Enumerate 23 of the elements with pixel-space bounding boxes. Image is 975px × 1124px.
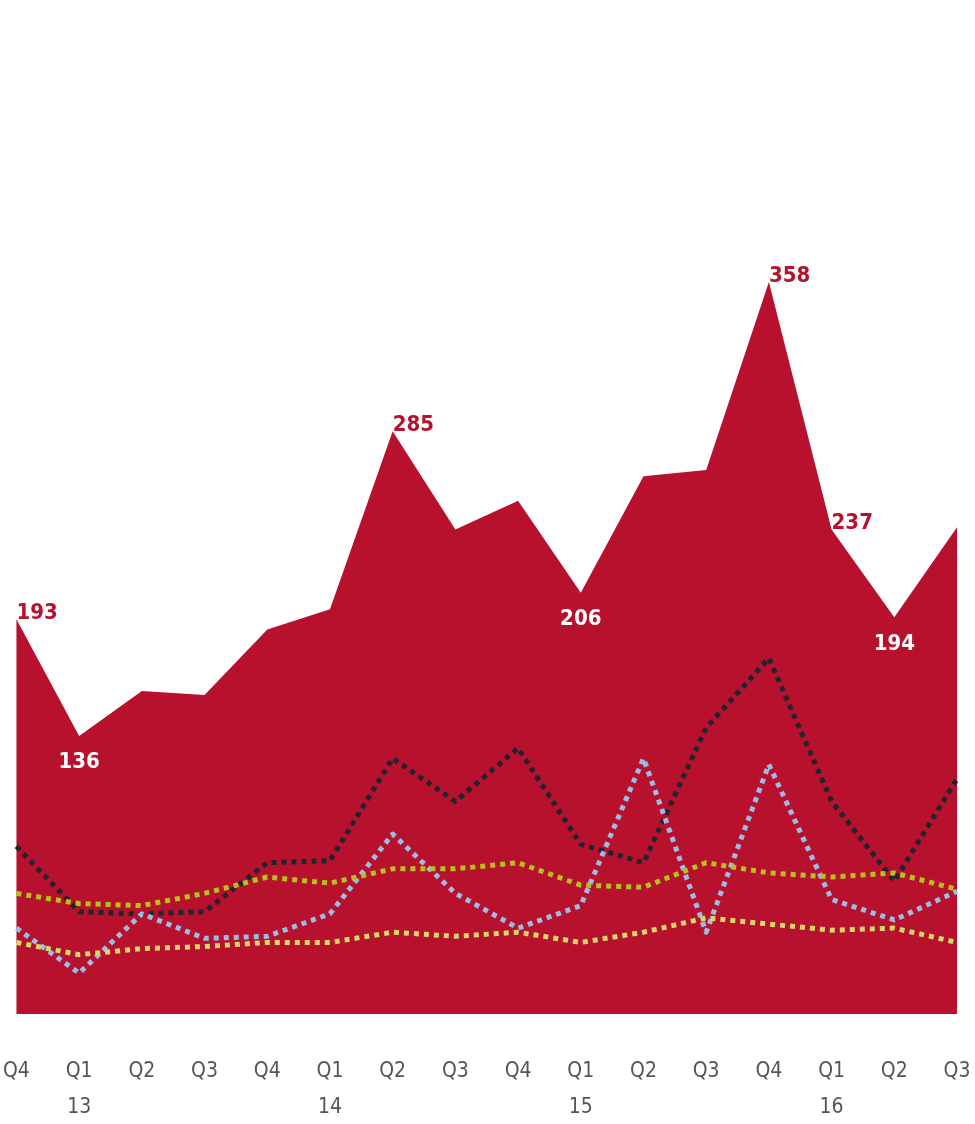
- x-tick-label: Q3: [191, 1058, 218, 1082]
- x-tick-label: Q3: [692, 1058, 720, 1082]
- data-label: 358: [768, 261, 811, 287]
- x-tick-label: Q3: [943, 1058, 971, 1082]
- data-label: 194: [873, 629, 915, 655]
- x-tick-label: Q4: [755, 1058, 783, 1082]
- x-tick-label: Q4: [253, 1058, 281, 1082]
- data-label: 206: [560, 605, 602, 631]
- data-label: 237: [831, 508, 873, 534]
- data-label: 136: [58, 748, 100, 774]
- data-label: 285: [392, 410, 434, 436]
- x-tick-label: Q2: [128, 1058, 156, 1082]
- x-tick-label: Q2: [379, 1058, 407, 1082]
- x-tick-label: Q4: [3, 1058, 30, 1082]
- x-tick-label: Q1 14: [316, 1058, 344, 1118]
- x-tick-label: Q1 15: [567, 1058, 595, 1118]
- x-tick-label: Q1 13: [65, 1058, 93, 1118]
- x-tick-label: Q2: [630, 1058, 657, 1082]
- x-tick-label: Q4: [504, 1058, 532, 1082]
- x-tick-label: Q2: [880, 1058, 908, 1082]
- data-label: 193: [16, 598, 58, 624]
- x-tick-label: Q3: [441, 1058, 469, 1082]
- x-tick-label: Q1 16: [818, 1058, 846, 1118]
